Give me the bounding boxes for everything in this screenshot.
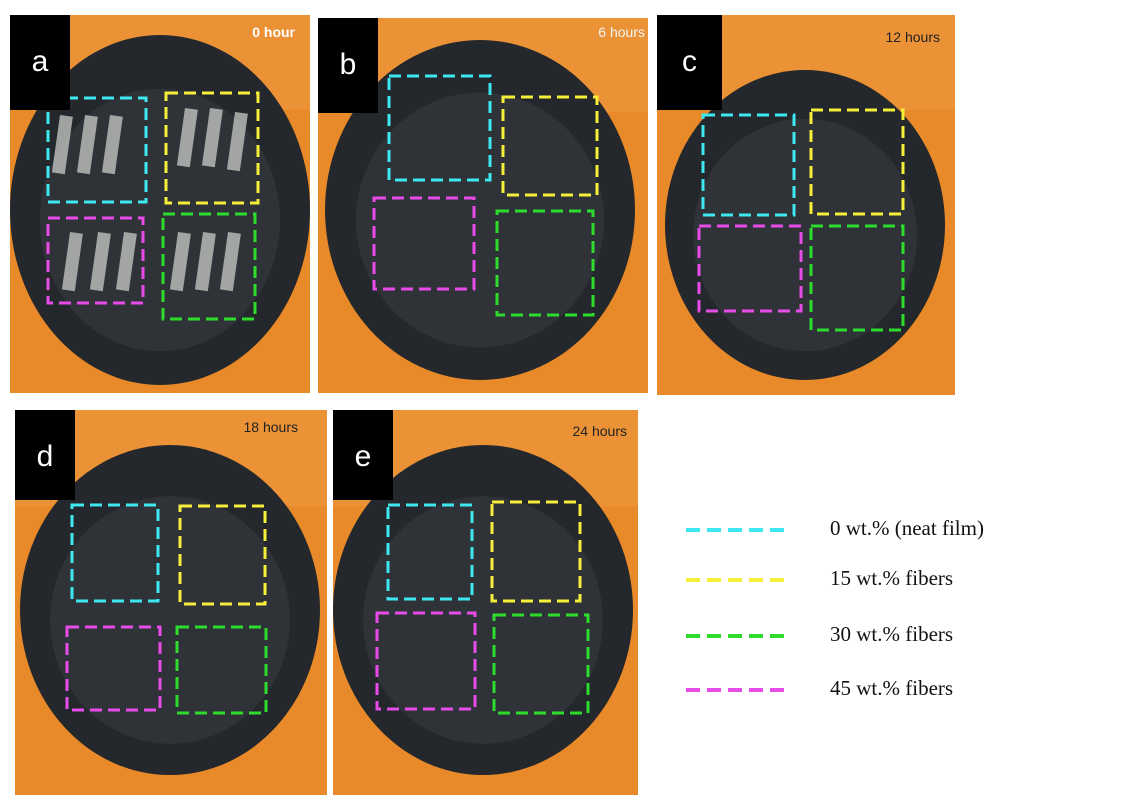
time-label: 6 hours [598,24,645,40]
time-label: 18 hours [244,419,298,435]
legend-label: 0 wt.% (neat film) [830,516,984,540]
photo-panel: d 18 hours [15,410,327,795]
soil-texture [356,93,604,348]
panel-label: d [37,440,54,473]
legend-label: 15 wt.% fibers [830,566,953,590]
photo-panel: b 6 hours [318,18,648,393]
photo-panel: a 0 hour [10,15,310,393]
time-label: 0 hour [252,24,295,40]
time-label: 24 hours [573,423,627,439]
legend-label: 30 wt.% fibers [830,622,953,646]
soil-texture [363,496,603,744]
photo-panel: e 24 hours [333,410,638,795]
figure: a 0 hour b 6 hours c 12 hours d 18 hours e 24 hou… [0,0,1133,799]
legend-label: 45 wt.% fibers [830,676,953,700]
panel-label: a [32,45,49,78]
panel-label: c [682,45,697,78]
panel-label: b [340,48,357,81]
photo-panel: c 12 hours [657,15,955,395]
time-label: 12 hours [886,29,940,45]
soil-texture [693,119,917,352]
soil-texture [50,496,290,744]
panel-label: e [355,440,372,473]
